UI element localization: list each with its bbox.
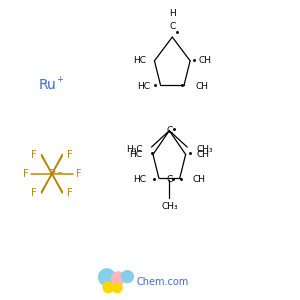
Text: HC: HC <box>129 150 142 159</box>
Text: CH: CH <box>193 175 206 184</box>
Circle shape <box>112 272 125 285</box>
Text: CH₃: CH₃ <box>161 202 178 211</box>
Text: Chem.com: Chem.com <box>136 277 189 287</box>
Text: F: F <box>31 150 37 160</box>
Text: C: C <box>166 175 172 184</box>
Circle shape <box>122 271 134 283</box>
Text: CH: CH <box>197 150 210 159</box>
Text: Ru: Ru <box>39 78 56 92</box>
Circle shape <box>103 282 114 293</box>
Text: F: F <box>31 188 37 198</box>
Text: HC: HC <box>137 82 150 91</box>
Text: +: + <box>56 75 63 84</box>
Text: F: F <box>22 169 28 179</box>
Text: P: P <box>49 169 55 179</box>
Text: C: C <box>166 126 172 135</box>
Text: −: − <box>57 170 62 176</box>
Text: F: F <box>68 150 73 160</box>
Text: F: F <box>68 188 73 198</box>
Text: H: H <box>169 9 176 18</box>
Text: CH: CH <box>195 82 208 91</box>
Circle shape <box>112 283 122 293</box>
Text: HC: HC <box>134 56 146 65</box>
Text: C: C <box>169 22 176 31</box>
Circle shape <box>99 269 115 286</box>
Text: F: F <box>76 169 81 179</box>
Text: CH₃: CH₃ <box>196 145 213 154</box>
Text: HC: HC <box>134 175 146 184</box>
Text: H₃C: H₃C <box>126 145 142 154</box>
Text: CH: CH <box>198 56 211 65</box>
